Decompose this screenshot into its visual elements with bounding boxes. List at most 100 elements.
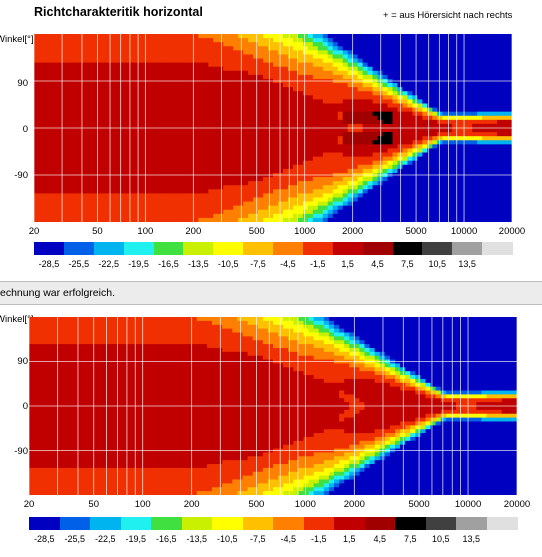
heatmap-cell <box>337 95 344 100</box>
heatmap-cell <box>402 168 409 174</box>
heatmap-cell <box>98 46 105 51</box>
heatmap-cell <box>138 103 145 109</box>
heatmap-cell <box>342 95 349 100</box>
heatmap-cell <box>502 209 508 215</box>
heatmap-cell <box>372 74 379 80</box>
heatmap-cell <box>347 168 354 174</box>
heatmap-cell <box>282 99 289 105</box>
heatmap-cell <box>258 197 264 203</box>
heatmap-cell <box>457 213 463 219</box>
heatmap-cell <box>352 123 359 129</box>
heatmap-cell <box>29 347 35 353</box>
heatmap-cell <box>158 91 165 96</box>
heatmap-cell <box>422 111 428 117</box>
heatmap-cell <box>292 103 299 109</box>
heatmap-cell <box>432 119 438 125</box>
heatmap-cell <box>34 336 40 341</box>
heatmap-cell <box>412 54 418 60</box>
heatmap-cell <box>253 87 259 92</box>
heatmap-cell <box>133 189 140 194</box>
heatmap-cell <box>128 34 135 39</box>
heatmap-cell <box>407 38 414 43</box>
heatmap-cell <box>243 177 249 182</box>
heatmap-cell <box>98 34 105 39</box>
heatmap-cell <box>208 95 214 100</box>
heatmap-cell <box>387 111 394 117</box>
heatmap-cell <box>29 491 35 495</box>
heatmap-cell <box>447 132 453 137</box>
heatmap-cell <box>53 156 60 162</box>
heatmap-cell <box>497 99 503 105</box>
heatmap-cell <box>322 205 329 211</box>
heatmap-cell <box>287 209 294 215</box>
heatmap-cell <box>412 132 418 137</box>
heatmap-cell <box>143 136 150 141</box>
heatmap-cell <box>487 160 493 166</box>
heatmap-cell <box>118 54 125 60</box>
heatmap-cell <box>332 95 339 100</box>
heatmap-cell <box>382 119 389 125</box>
heatmap-cell <box>442 115 448 121</box>
heatmap-cell <box>83 54 90 60</box>
heatmap-cell <box>273 87 279 92</box>
heatmap-cell <box>243 99 249 105</box>
heatmap-cell <box>178 181 184 186</box>
heatmap-cell <box>213 136 219 141</box>
heatmap-cell <box>69 452 76 457</box>
heatmap-cell <box>38 62 45 68</box>
heatmap-cell <box>282 197 289 203</box>
heatmap-cell <box>327 54 334 60</box>
heatmap-cell <box>228 205 234 211</box>
heatmap-cell <box>213 193 219 199</box>
colorbar-swatch <box>93 242 125 255</box>
heatmap-cell <box>457 99 463 105</box>
heatmap-cell <box>327 74 334 80</box>
colorbar-tick-label: -13,5 <box>188 259 209 269</box>
heatmap-cell <box>258 66 264 72</box>
heatmap-cell <box>233 119 239 125</box>
heatmap-cell <box>233 42 239 47</box>
heatmap-cell <box>352 91 359 96</box>
heatmap-cell <box>34 456 40 461</box>
heatmap-cell <box>83 103 90 109</box>
heatmap-cell <box>302 168 309 174</box>
heatmap-cell <box>447 42 453 47</box>
heatmap-cell <box>48 54 55 60</box>
heatmap-cell <box>337 140 344 145</box>
heatmap-cell <box>158 132 165 137</box>
heatmap-cell <box>133 205 140 211</box>
heatmap-cell <box>367 119 374 125</box>
heatmap-cell <box>49 487 56 492</box>
heatmap-cell <box>198 107 204 113</box>
heatmap-cell <box>123 148 130 154</box>
heatmap-cell <box>407 189 414 194</box>
heatmap-cell <box>153 46 160 51</box>
heatmap-cell <box>467 74 473 80</box>
heatmap-cell <box>118 119 125 125</box>
heatmap-cell <box>59 487 66 492</box>
heatmap-cell <box>183 181 189 186</box>
heatmap-cell <box>39 433 45 438</box>
heatmap-cell <box>302 123 309 129</box>
heatmap-cell <box>133 99 140 105</box>
heatmap-cell <box>43 148 50 154</box>
heatmap-cell <box>68 70 75 76</box>
heatmap-cell <box>317 148 324 154</box>
heatmap-cell <box>362 193 369 199</box>
heatmap-cell <box>322 148 329 154</box>
heatmap-cell <box>128 42 135 47</box>
heatmap-cell <box>263 217 269 222</box>
heatmap-cell <box>392 123 399 129</box>
heatmap-cell <box>118 132 125 137</box>
heatmap-cell <box>253 177 259 182</box>
heatmap-cell <box>108 62 115 68</box>
heatmap-cell <box>268 185 274 190</box>
heatmap-cell <box>198 123 204 129</box>
heatmap-cell <box>442 83 448 88</box>
heatmap-cell <box>63 54 70 60</box>
heatmap-cell <box>223 70 229 76</box>
heatmap-cell <box>447 111 453 117</box>
heatmap-cell <box>462 128 468 133</box>
heatmap-cell <box>347 148 354 154</box>
heatmap-cell <box>437 123 443 129</box>
